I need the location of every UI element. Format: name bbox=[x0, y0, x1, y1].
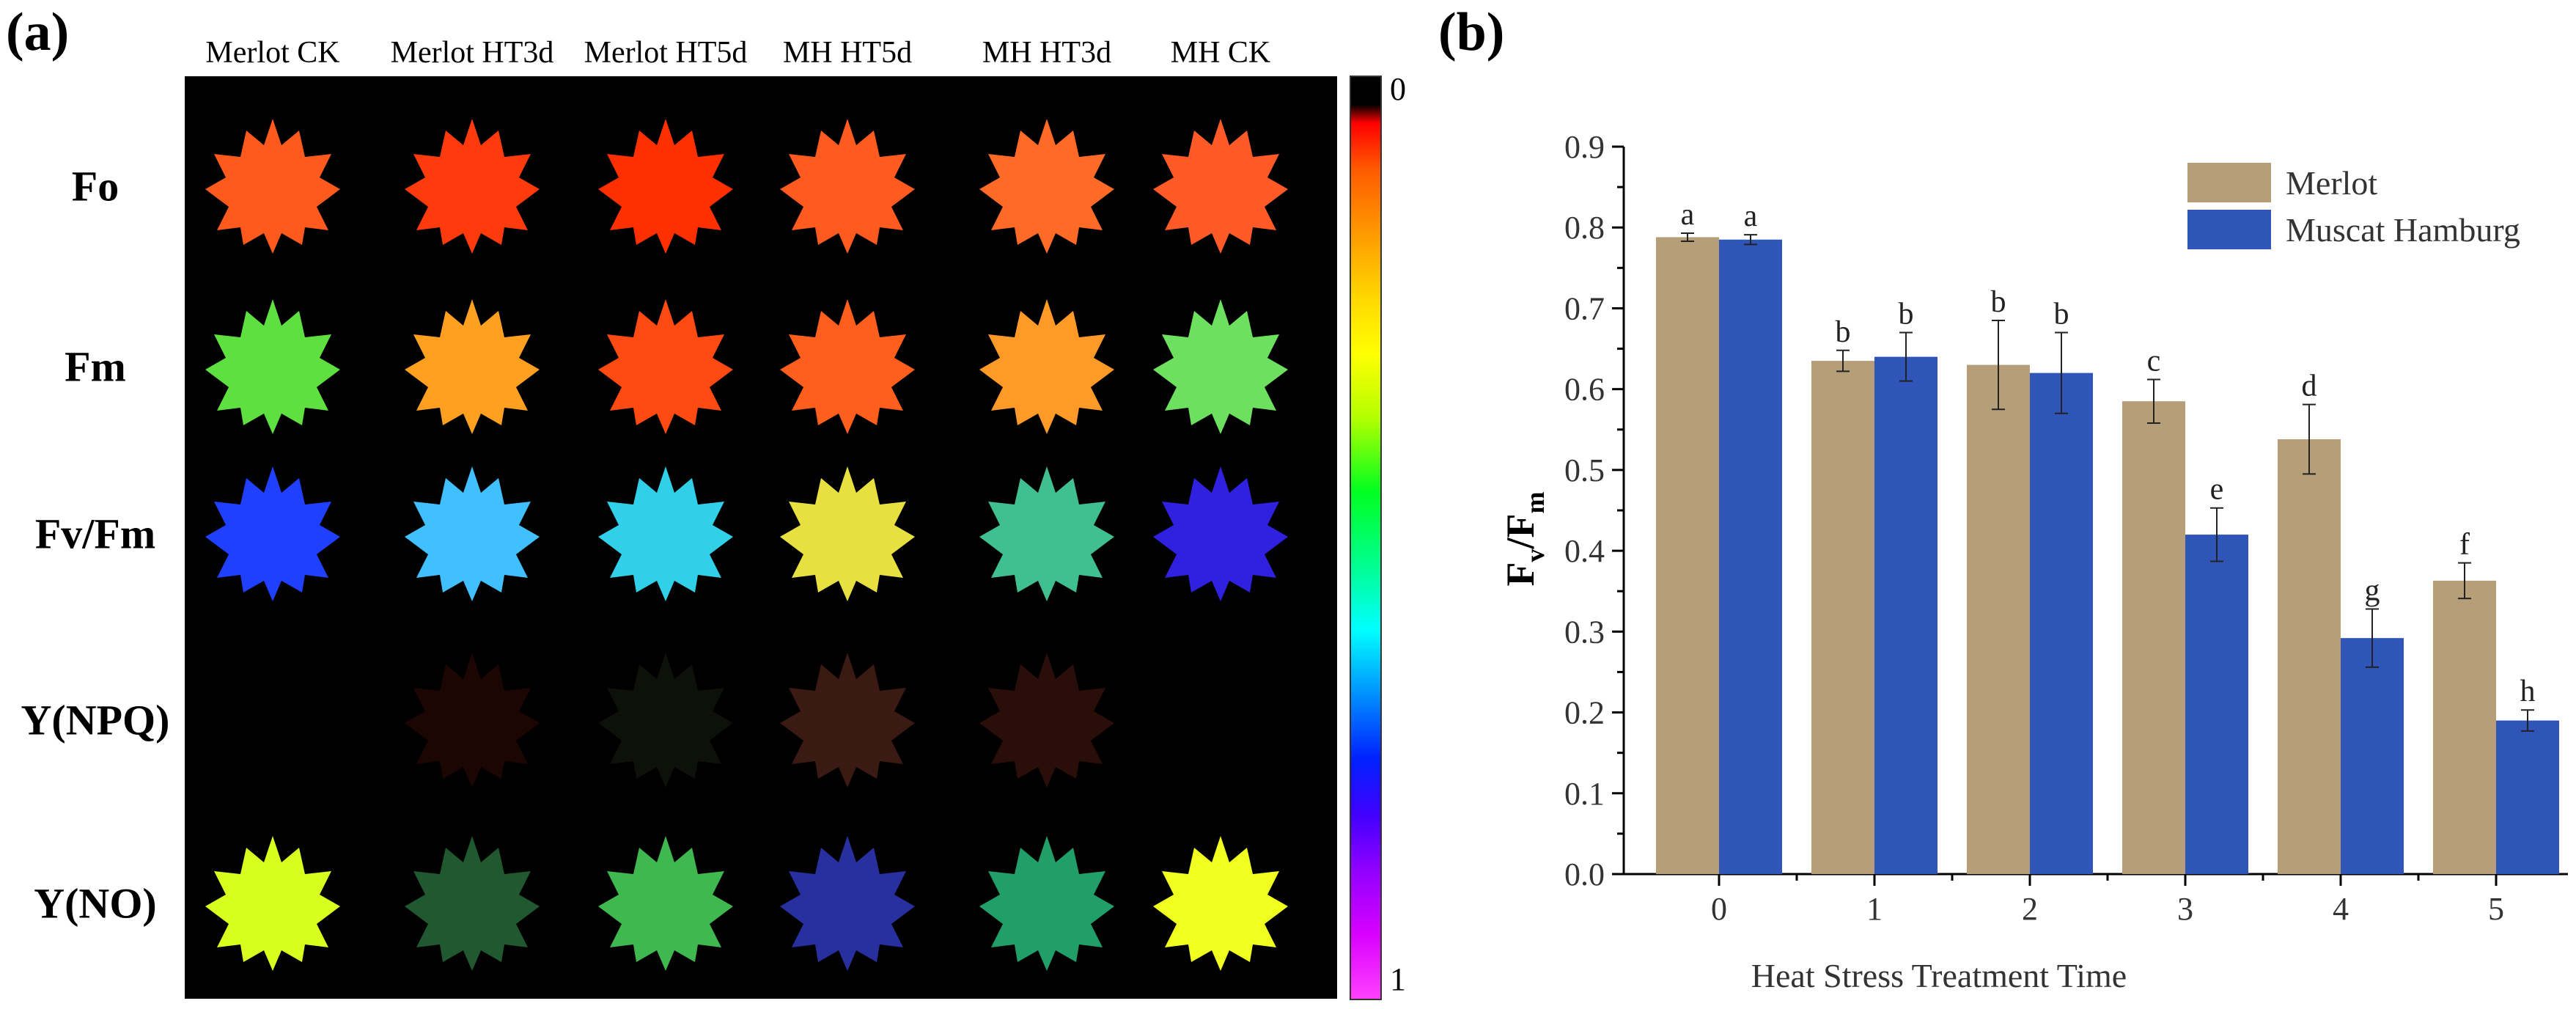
leaf-image bbox=[774, 830, 921, 977]
bar bbox=[2278, 439, 2341, 874]
leaf-image bbox=[974, 830, 1120, 977]
y-tick-label: 0.4 bbox=[1564, 533, 1605, 569]
significance-letter: f bbox=[2459, 528, 2470, 562]
significance-letter: e bbox=[2210, 473, 2224, 507]
leaf-image bbox=[974, 461, 1120, 607]
x-tick-label: 4 bbox=[2333, 891, 2349, 927]
y-tick-label: 0.5 bbox=[1564, 452, 1605, 488]
column-label: Merlot HT5d bbox=[584, 36, 748, 70]
leaf-image bbox=[199, 830, 346, 977]
significance-letter: c bbox=[2147, 344, 2161, 378]
bar bbox=[1656, 237, 1719, 875]
bar bbox=[2122, 401, 2185, 874]
leaf-image bbox=[399, 647, 545, 793]
bar bbox=[2030, 373, 2093, 875]
leaf-image bbox=[1147, 647, 1294, 793]
bar bbox=[1719, 239, 1782, 874]
panel-b-label: (b) bbox=[1438, 2, 1505, 62]
legend-swatch bbox=[2187, 210, 2271, 249]
row-label: Fm bbox=[65, 342, 126, 391]
leaf-image bbox=[399, 113, 545, 260]
legend-swatch bbox=[2187, 163, 2271, 202]
colorbar-bottom-label: 1 bbox=[1390, 961, 1406, 997]
x-tick-label: 2 bbox=[2022, 891, 2038, 927]
significance-letter: h bbox=[2520, 675, 2536, 708]
leaf-image bbox=[199, 293, 346, 440]
y-tick-label: 0.6 bbox=[1564, 372, 1605, 408]
leaf-image bbox=[974, 113, 1120, 260]
column-label: MH HT3d bbox=[982, 36, 1112, 70]
leaf-image bbox=[774, 113, 921, 260]
significance-letter: g bbox=[2365, 573, 2380, 607]
leaf-image bbox=[1147, 461, 1294, 607]
colorbar bbox=[1350, 76, 1382, 1000]
leaf-image bbox=[774, 647, 921, 793]
y-tick-label: 0.2 bbox=[1564, 695, 1605, 731]
bar bbox=[1811, 361, 1874, 875]
column-label: MH CK bbox=[1170, 36, 1271, 70]
y-tick-label: 0.8 bbox=[1564, 210, 1605, 246]
y-tick-label: 0.9 bbox=[1564, 129, 1605, 165]
bar bbox=[2496, 720, 2559, 874]
leaf-image bbox=[774, 461, 921, 607]
x-axis-label: Heat Stress Treatment Time bbox=[1751, 957, 2127, 994]
colorbar-top-label: 0 bbox=[1390, 71, 1406, 107]
leaf-image bbox=[199, 647, 346, 793]
bar bbox=[2341, 638, 2404, 874]
y-tick-label: 0.1 bbox=[1564, 776, 1605, 812]
x-tick-label: 5 bbox=[2488, 891, 2504, 927]
significance-letter: b bbox=[1836, 315, 1851, 349]
legend-label: Merlot bbox=[2286, 164, 2377, 202]
bar bbox=[2185, 535, 2248, 874]
row-label: Y(NO) bbox=[34, 879, 157, 928]
leaf-image bbox=[774, 293, 921, 440]
leaf-image bbox=[399, 461, 545, 607]
column-label: Merlot HT3d bbox=[390, 36, 554, 70]
leaf-image bbox=[592, 647, 739, 793]
leaf-image bbox=[592, 113, 739, 260]
y-tick-label: 0.7 bbox=[1564, 290, 1605, 326]
leaf-image bbox=[1147, 293, 1294, 440]
chlorophyll-fluorescence-image-grid bbox=[185, 76, 1337, 999]
y-tick-label: 0.0 bbox=[1564, 856, 1605, 892]
significance-letter: a bbox=[1744, 199, 1758, 233]
bar bbox=[1874, 356, 1937, 875]
x-tick-label: 0 bbox=[1711, 891, 1727, 927]
leaf-image bbox=[399, 293, 545, 440]
leaf-image bbox=[974, 293, 1120, 440]
column-label: Merlot CK bbox=[205, 36, 340, 70]
leaf-image bbox=[592, 461, 739, 607]
significance-letter: b bbox=[2054, 298, 2069, 331]
significance-letter: a bbox=[1681, 198, 1695, 232]
row-label: Fv/Fm bbox=[34, 510, 156, 558]
leaf-image bbox=[592, 830, 739, 977]
significance-letter: b bbox=[1991, 285, 2006, 319]
leaf-image bbox=[592, 293, 739, 440]
panel-a-label: (a) bbox=[6, 2, 70, 62]
column-label: MH HT5d bbox=[782, 36, 913, 70]
legend-label: Muscat Hamburg bbox=[2286, 211, 2520, 249]
x-tick-label: 1 bbox=[1866, 891, 1883, 927]
y-axis-label: Fv/Fm bbox=[1498, 492, 1550, 587]
leaf-image bbox=[399, 830, 545, 977]
leaf-image bbox=[1147, 830, 1294, 977]
bar bbox=[2433, 580, 2496, 874]
row-label: Fo bbox=[71, 162, 119, 210]
leaf-image bbox=[199, 461, 346, 607]
significance-letter: b bbox=[1899, 298, 1914, 331]
leaf-image bbox=[199, 113, 346, 260]
leaf-image bbox=[1147, 113, 1294, 260]
bar bbox=[1967, 364, 2030, 875]
y-tick-label: 0.3 bbox=[1564, 614, 1605, 650]
significance-letter: d bbox=[2302, 370, 2317, 403]
leaf-image bbox=[974, 647, 1120, 793]
row-label: Y(NPQ) bbox=[21, 696, 170, 744]
x-tick-label: 3 bbox=[2177, 891, 2193, 927]
